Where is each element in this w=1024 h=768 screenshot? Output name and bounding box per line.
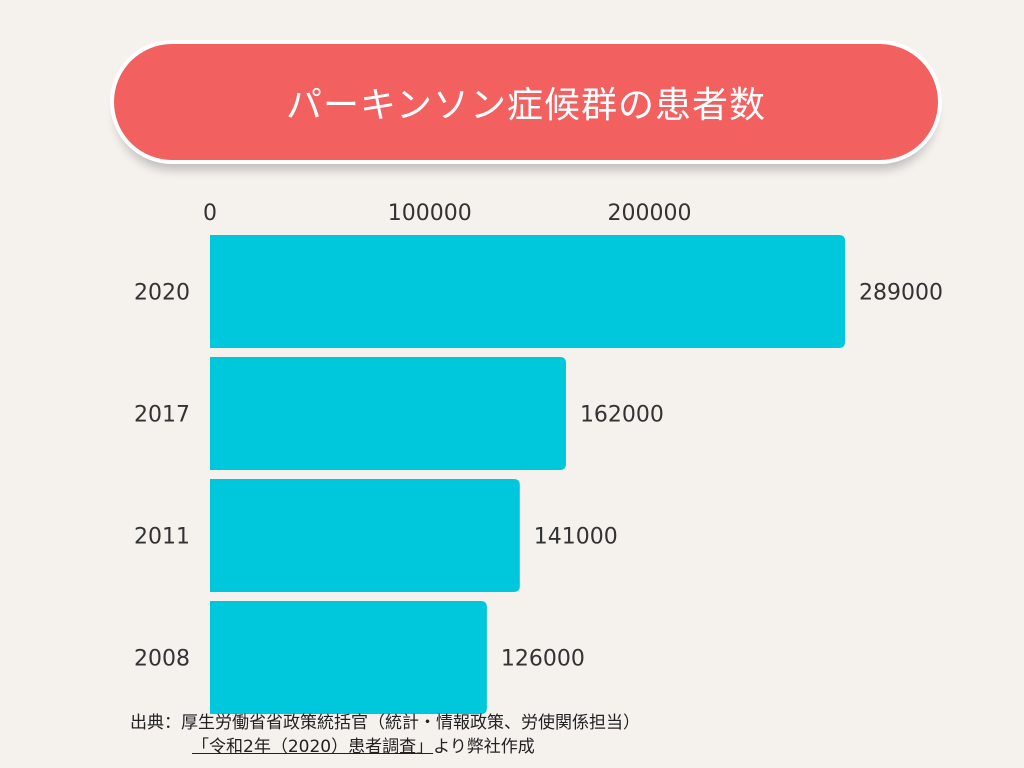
bar-2008 (210, 601, 487, 714)
value-label-2020: 289000 (859, 281, 943, 306)
source-line-2: 「令和2年（2020）患者調査」より弊社作成 (130, 735, 640, 759)
value-label-2017: 162000 (580, 403, 664, 428)
value-labels: 289000 162000 141000 126000 (501, 281, 943, 672)
chart-title: パーキンソン症候群の患者数 (286, 85, 766, 126)
bar-2011 (210, 479, 520, 592)
value-label-2011: 141000 (534, 525, 618, 550)
category-label-2011: 2011 (134, 525, 190, 550)
source-line-1: 出典：厚生労働省省政策統括官（統計・情報政策、労使関係担当） (130, 713, 640, 733)
x-tick-label: 200000 (607, 201, 691, 226)
category-labels: 2020 2017 2011 2008 (134, 281, 190, 672)
x-axis-ticks: 0 100000 200000 (203, 201, 691, 226)
source-line-2-rest: より弊社作成 (433, 737, 535, 757)
bar-2020 (210, 235, 845, 348)
category-label-2017: 2017 (134, 403, 190, 428)
source-survey-link[interactable]: 「令和2年（2020）患者調査」 (192, 737, 434, 757)
category-label-2020: 2020 (134, 281, 190, 306)
x-tick-label: 0 (203, 201, 217, 226)
bars-group (210, 235, 845, 714)
category-label-2008: 2008 (134, 647, 190, 672)
source-note: 出典：厚生労働省省政策統括官（統計・情報政策、労使関係担当） 「令和2年（202… (130, 711, 640, 759)
value-label-2008: 126000 (501, 647, 585, 672)
x-tick-label: 100000 (388, 201, 472, 226)
title-banner: パーキンソン症候群の患者数 (110, 40, 942, 164)
bar-2017 (210, 357, 566, 470)
